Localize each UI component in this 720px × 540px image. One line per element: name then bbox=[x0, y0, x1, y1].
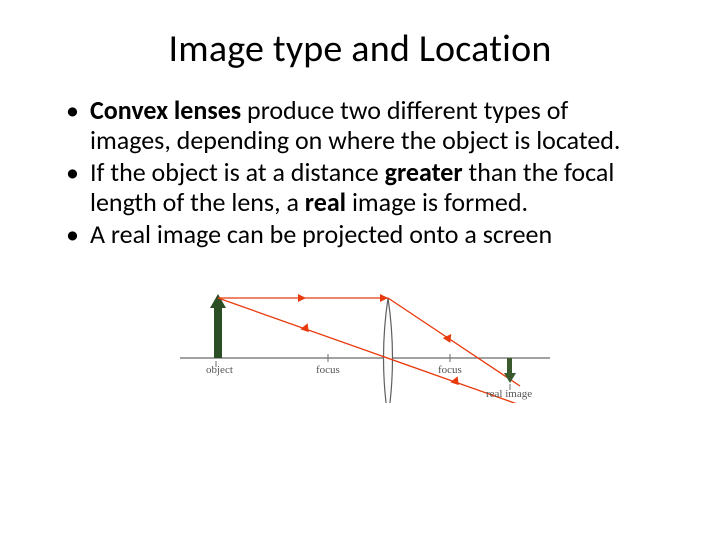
object-label: object bbox=[206, 364, 233, 376]
focus-right-label: focus bbox=[438, 364, 462, 376]
object-arrow-icon bbox=[210, 294, 226, 308]
bullet-2: If the object is at a distance greater t… bbox=[62, 158, 654, 218]
diagram-container: object focus focus real image bbox=[60, 263, 660, 403]
page-title: Image type and Location bbox=[60, 26, 660, 72]
bullet-2-post: image is formed. bbox=[346, 186, 528, 218]
convex-lens-icon bbox=[384, 298, 393, 403]
bullet-2-bold-2: real bbox=[305, 186, 346, 218]
ray-arrow-icon bbox=[380, 294, 388, 302]
bullet-3: A real image can be projected onto a scr… bbox=[62, 220, 654, 250]
bullet-2-pre: If the object is at a distance bbox=[90, 156, 385, 188]
focus-left-label: focus bbox=[316, 364, 340, 376]
ray-arrow-icon bbox=[298, 294, 306, 302]
slide: Image type and Location Convex lenses pr… bbox=[0, 0, 720, 540]
bullet-1-bold: Convex lenses bbox=[90, 94, 241, 126]
bullet-2-bold-1: greater bbox=[385, 156, 463, 188]
ray-2 bbox=[218, 298, 520, 403]
real-image-label: real image bbox=[486, 388, 532, 400]
bullet-1: Convex lenses produce two different type… bbox=[62, 96, 654, 156]
object-body bbox=[214, 306, 222, 358]
bullet-3-text: A real image can be projected onto a scr… bbox=[90, 218, 552, 250]
lens-ray-diagram: object focus focus real image bbox=[160, 263, 560, 403]
bullet-list: Convex lenses produce two different type… bbox=[60, 96, 660, 249]
